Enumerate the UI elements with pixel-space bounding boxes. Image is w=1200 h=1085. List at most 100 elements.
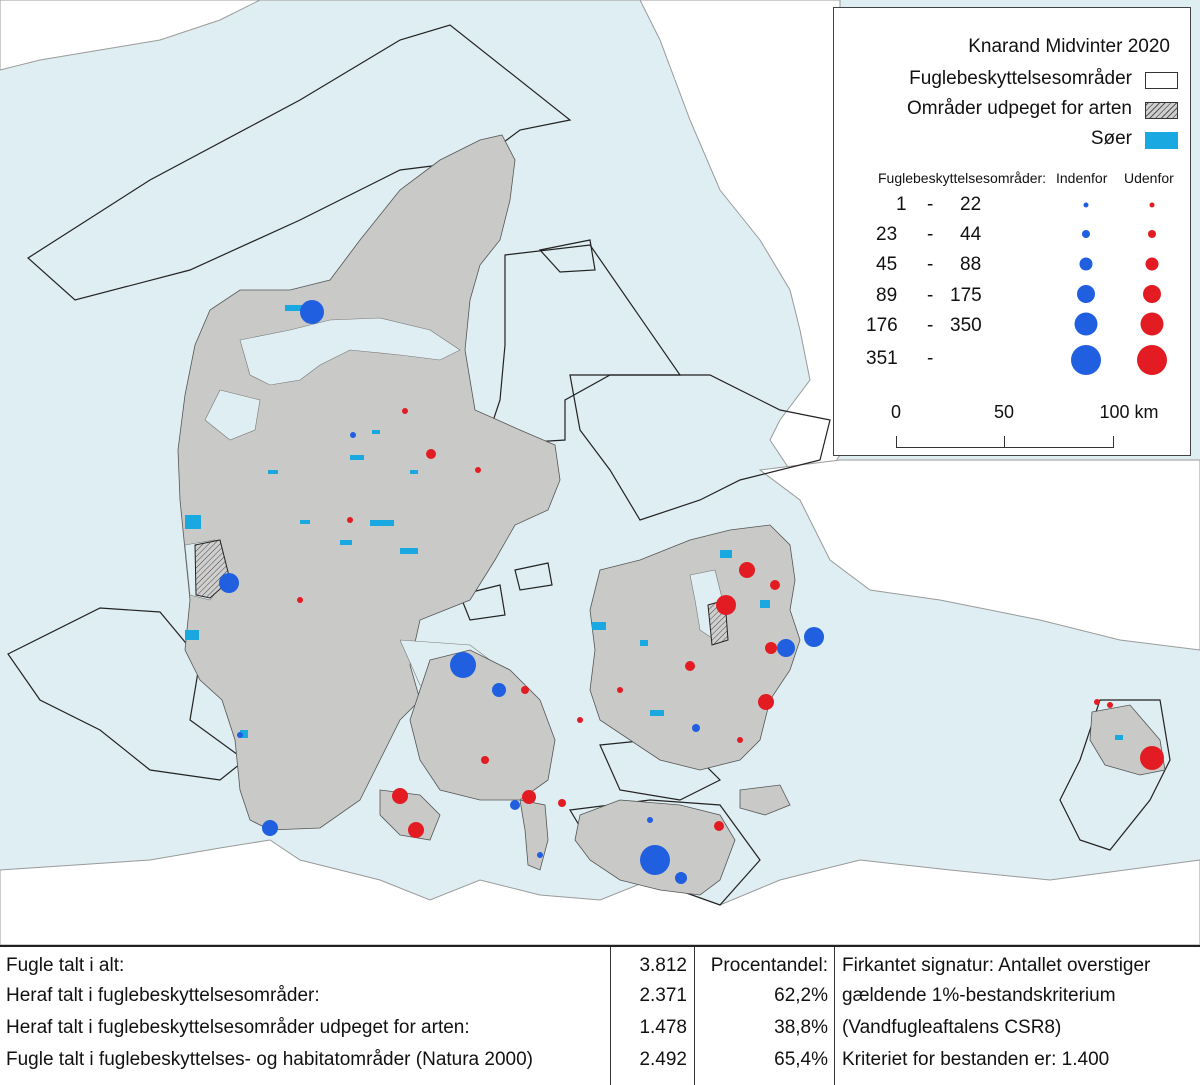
stats-note: Firkantet signatur: Antallet overstiger xyxy=(842,955,1151,976)
lake xyxy=(300,520,310,524)
stats-count: 2.371 xyxy=(639,985,687,1006)
lake xyxy=(400,548,418,554)
lake xyxy=(410,470,418,474)
obs-inside xyxy=(692,724,700,732)
obs-inside xyxy=(350,432,356,438)
obs-outside xyxy=(481,756,489,764)
symbol-inside xyxy=(1077,285,1095,303)
limfjord-branch xyxy=(204,389,261,441)
lakes xyxy=(185,305,1123,740)
stats-label: Fugle talt i alt: xyxy=(6,955,125,976)
lake xyxy=(1115,735,1123,740)
obs-inside xyxy=(804,627,824,647)
range-to: 175 xyxy=(950,285,982,306)
stats-row: Heraf talt i fuglebeskyttelsesområder: 2… xyxy=(0,985,1200,1015)
obs-outside xyxy=(347,517,353,523)
obs-outside xyxy=(1107,702,1113,708)
legend-col-inside: Indenfor xyxy=(1056,170,1108,186)
scale-tick xyxy=(1004,436,1005,448)
obs-outside xyxy=(617,687,623,693)
obs-outside xyxy=(685,661,695,671)
obs-inside xyxy=(537,852,543,858)
table-divider xyxy=(694,947,695,1085)
lake xyxy=(268,470,278,474)
range-dash: - xyxy=(927,315,934,336)
range-to: 350 xyxy=(950,315,982,336)
obs-outside xyxy=(1140,746,1164,770)
legend-designated-label: Områder udpeget for arten xyxy=(907,98,1132,119)
legend-count-header: Fuglebeskyttelsesområder: xyxy=(878,170,1047,186)
symbol-inside xyxy=(1079,257,1093,271)
range-dash: - xyxy=(927,224,934,245)
range-dash: - xyxy=(927,348,934,369)
range-to: 44 xyxy=(960,224,982,245)
stats-row: Fugle talt i alt: 3.812 Procentandel: Fi… xyxy=(0,955,1200,985)
symbol-outside xyxy=(1137,345,1167,375)
symbol-inside xyxy=(1082,230,1090,238)
obs-inside xyxy=(510,800,520,810)
obs-outside xyxy=(765,642,777,654)
norway-west xyxy=(0,0,261,71)
stats-count: 1.478 xyxy=(639,1017,687,1038)
limfjord xyxy=(239,317,461,386)
obs-outside xyxy=(758,694,774,710)
stats-table: Fugle talt i alt: 3.812 Procentandel: Fi… xyxy=(0,947,1200,1085)
obs-inside xyxy=(492,683,506,697)
lake xyxy=(370,520,394,526)
lake xyxy=(640,640,648,646)
obs-outside xyxy=(402,408,408,414)
stats-label: Heraf talt i fuglebeskyttelsesområder ud… xyxy=(6,1017,470,1038)
obs-inside xyxy=(450,652,476,678)
obs-inside xyxy=(777,639,795,657)
range-from: 23 xyxy=(876,224,898,245)
symbol-inside xyxy=(1071,345,1101,375)
outline-bornholm xyxy=(1059,699,1171,851)
obs-inside xyxy=(675,872,687,884)
table-divider xyxy=(610,947,611,1085)
table-divider xyxy=(834,947,835,1085)
symbol-outside xyxy=(1140,312,1164,336)
stats-count: 2.492 xyxy=(639,1049,687,1070)
symbol-outside xyxy=(1148,230,1156,238)
outline-laeso xyxy=(538,239,596,273)
lake xyxy=(185,630,199,640)
obs-inside xyxy=(219,573,239,593)
protection-area-swatch xyxy=(1145,72,1178,89)
lake xyxy=(185,515,201,529)
scale-label-end: 100 km xyxy=(1099,402,1159,422)
stats-note: (Vandfugleaftalens CSR8) xyxy=(842,1017,1062,1038)
mon xyxy=(739,784,791,816)
obs-outside xyxy=(558,799,566,807)
outline-kattegat-middle xyxy=(569,374,831,521)
stats-percent: 38,8% xyxy=(774,1017,828,1038)
obs-inside xyxy=(300,300,324,324)
lake xyxy=(285,305,303,311)
outline-hesselo xyxy=(459,584,506,621)
obs-outside xyxy=(297,597,303,603)
obs-outside xyxy=(716,595,736,615)
obs-outside xyxy=(737,737,743,743)
lake xyxy=(760,600,770,608)
range-to: 88 xyxy=(960,254,982,275)
stats-note: Kriteriet for bestanden er: 1.400 xyxy=(842,1049,1110,1070)
obs-outside xyxy=(1094,699,1100,705)
lake xyxy=(592,622,606,630)
map-area: Knarand Midvinter 2020 Fuglebeskyttelses… xyxy=(0,0,1200,947)
scale-tick xyxy=(1113,436,1114,448)
germany-coast xyxy=(0,839,1200,945)
outline-northsea-skagerrak xyxy=(27,24,572,301)
range-from: 351 xyxy=(866,348,898,369)
legend-col-outside: Udenfor xyxy=(1124,170,1174,186)
range-to: 22 xyxy=(960,194,982,215)
stats-row: Heraf talt i fuglebeskyttelsesområder ud… xyxy=(0,1017,1200,1047)
obs-outside xyxy=(739,562,755,578)
lake xyxy=(340,540,352,545)
jutland xyxy=(177,134,561,831)
obs-outside xyxy=(408,822,424,838)
stats-percent: 65,4% xyxy=(774,1049,828,1070)
obs-inside xyxy=(640,845,670,875)
obs-outside xyxy=(475,467,481,473)
symbol-outside xyxy=(1143,285,1161,303)
obs-outside xyxy=(714,821,724,831)
range-dash: - xyxy=(927,285,934,306)
